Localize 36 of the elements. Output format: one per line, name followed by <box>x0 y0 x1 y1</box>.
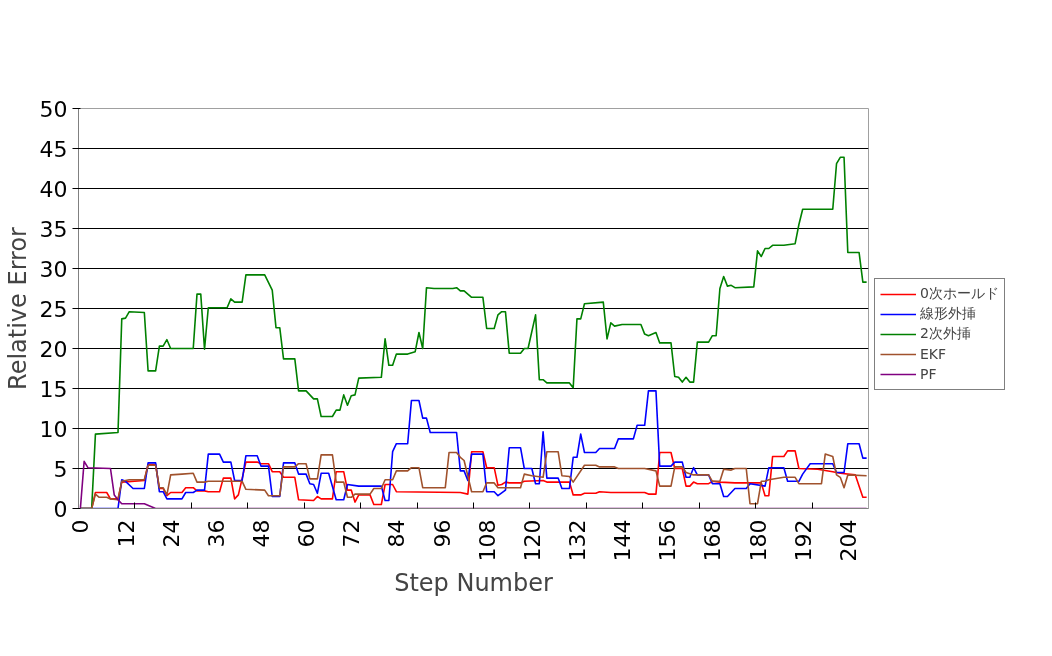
y-tick-label: 0 <box>53 496 68 522</box>
x-tick-label: 132 <box>564 519 590 562</box>
y-tick-label: 50 <box>39 96 68 122</box>
y-tick-label: 5 <box>53 456 68 482</box>
y-tick-label: 15 <box>39 376 68 402</box>
x-tick-label: 24 <box>158 519 184 548</box>
y-tick-label: 45 <box>39 136 68 162</box>
x-tick-label: 192 <box>790 519 816 562</box>
legend-label: 0次ホールド <box>920 285 999 303</box>
legend-label: PF <box>920 366 938 382</box>
y-tick-label: 30 <box>39 256 68 282</box>
x-tick-label: 96 <box>429 519 455 548</box>
x-tick-label: 84 <box>384 519 410 548</box>
y-axis-title: Relative Error <box>3 226 32 390</box>
legend-label: 2次外挿 <box>920 325 971 343</box>
x-tick-label: 12 <box>113 519 139 548</box>
x-tick-label: 156 <box>655 519 681 562</box>
x-tick-label: 0 <box>68 519 94 534</box>
y-tick-label: 35 <box>39 216 68 242</box>
x-tick-label: 48 <box>248 519 274 548</box>
x-tick-label: 168 <box>700 519 726 562</box>
x-tick-label: 60 <box>294 519 320 548</box>
x-axis-title: Step Number <box>394 569 553 598</box>
y-tick-label: 40 <box>39 176 68 202</box>
y-tick-label: 25 <box>39 296 68 322</box>
x-tick-label: 204 <box>835 519 861 562</box>
x-tick-label: 180 <box>745 519 771 562</box>
y-tick-label: 20 <box>39 336 68 362</box>
x-tick-label: 144 <box>610 519 636 562</box>
x-tick-label: 72 <box>339 519 365 548</box>
x-tick-label: 108 <box>474 519 500 562</box>
y-tick-label: 10 <box>39 416 68 442</box>
legend-label: EKF <box>920 346 947 362</box>
x-tick-label: 36 <box>203 519 229 548</box>
legend-label: 線形外挿 <box>920 305 976 323</box>
x-tick-label: 120 <box>519 519 545 562</box>
